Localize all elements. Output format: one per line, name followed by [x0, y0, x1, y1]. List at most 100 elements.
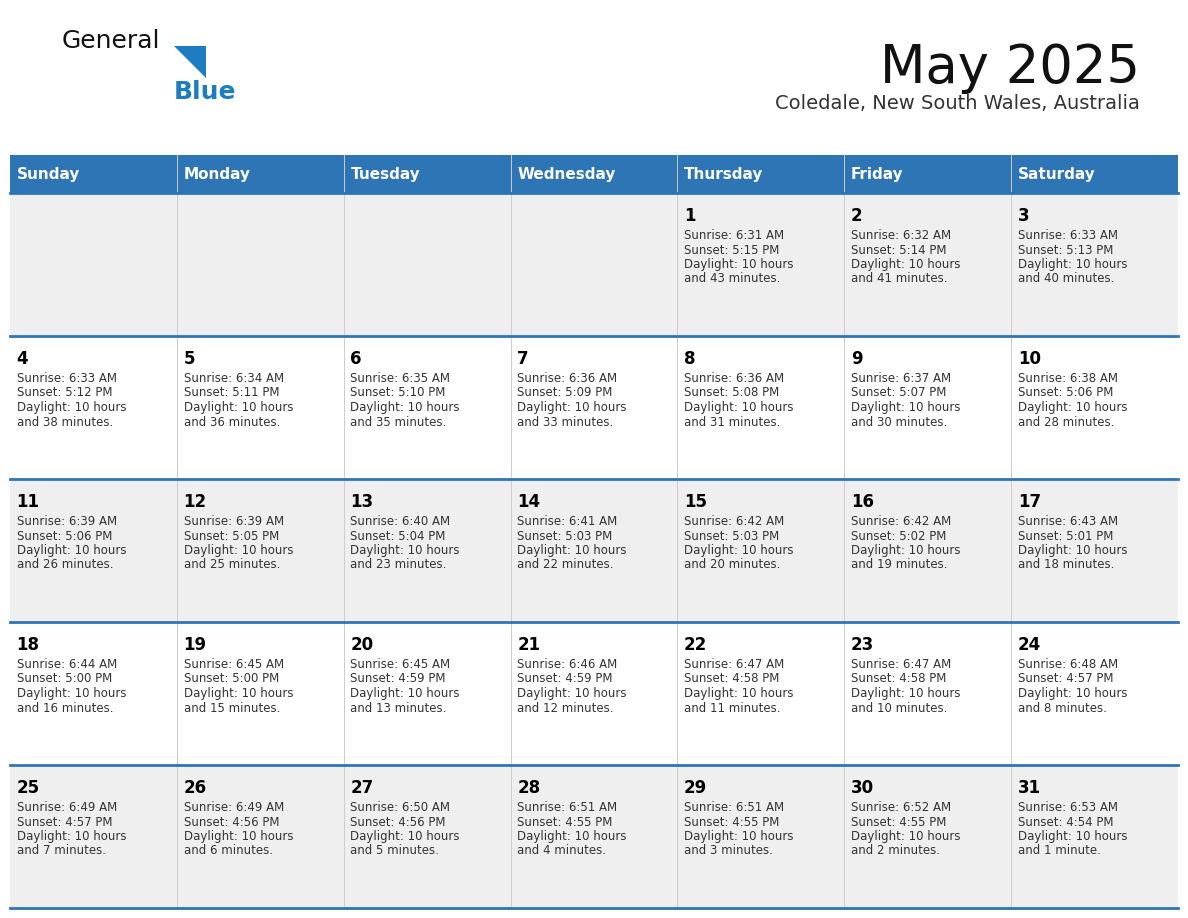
- Text: Daylight: 10 hours: Daylight: 10 hours: [183, 544, 293, 557]
- Text: Sunrise: 6:36 AM: Sunrise: 6:36 AM: [517, 372, 618, 385]
- Text: Sunset: 5:11 PM: Sunset: 5:11 PM: [183, 386, 279, 399]
- Text: 26: 26: [183, 779, 207, 797]
- Text: Daylight: 10 hours: Daylight: 10 hours: [851, 544, 960, 557]
- Text: Sunrise: 6:34 AM: Sunrise: 6:34 AM: [183, 372, 284, 385]
- Text: Sunset: 4:59 PM: Sunset: 4:59 PM: [517, 673, 613, 686]
- Text: Daylight: 10 hours: Daylight: 10 hours: [517, 830, 627, 843]
- Text: Sunset: 4:59 PM: Sunset: 4:59 PM: [350, 673, 446, 686]
- Text: Sunset: 4:55 PM: Sunset: 4:55 PM: [684, 815, 779, 829]
- Text: and 38 minutes.: and 38 minutes.: [17, 416, 113, 429]
- Text: 19: 19: [183, 636, 207, 654]
- Text: and 40 minutes.: and 40 minutes.: [1018, 273, 1114, 285]
- Text: Daylight: 10 hours: Daylight: 10 hours: [684, 258, 794, 271]
- Text: Daylight: 10 hours: Daylight: 10 hours: [517, 687, 627, 700]
- Text: Coledale, New South Wales, Australia: Coledale, New South Wales, Australia: [775, 94, 1140, 113]
- Text: Sunrise: 6:43 AM: Sunrise: 6:43 AM: [1018, 515, 1118, 528]
- Text: Sunset: 5:12 PM: Sunset: 5:12 PM: [17, 386, 112, 399]
- Text: 5: 5: [183, 350, 195, 368]
- Text: Daylight: 10 hours: Daylight: 10 hours: [1018, 687, 1127, 700]
- Text: 30: 30: [851, 779, 874, 797]
- Text: Sunrise: 6:36 AM: Sunrise: 6:36 AM: [684, 372, 784, 385]
- Text: 29: 29: [684, 779, 707, 797]
- Text: and 11 minutes.: and 11 minutes.: [684, 701, 781, 714]
- Text: Sunset: 4:56 PM: Sunset: 4:56 PM: [350, 815, 446, 829]
- Text: Daylight: 10 hours: Daylight: 10 hours: [350, 401, 460, 414]
- Text: Sunrise: 6:33 AM: Sunrise: 6:33 AM: [17, 372, 116, 385]
- Text: 2: 2: [851, 207, 862, 225]
- Text: Daylight: 10 hours: Daylight: 10 hours: [1018, 830, 1127, 843]
- Text: Sunset: 4:56 PM: Sunset: 4:56 PM: [183, 815, 279, 829]
- Text: 8: 8: [684, 350, 696, 368]
- Text: and 30 minutes.: and 30 minutes.: [851, 416, 947, 429]
- Text: 16: 16: [851, 493, 874, 511]
- Text: Daylight: 10 hours: Daylight: 10 hours: [851, 830, 960, 843]
- Text: and 4 minutes.: and 4 minutes.: [517, 845, 606, 857]
- Text: Daylight: 10 hours: Daylight: 10 hours: [684, 687, 794, 700]
- Text: Sunset: 5:08 PM: Sunset: 5:08 PM: [684, 386, 779, 399]
- Text: Sunset: 5:09 PM: Sunset: 5:09 PM: [517, 386, 613, 399]
- Text: and 8 minutes.: and 8 minutes.: [1018, 701, 1107, 714]
- Text: Sunrise: 6:37 AM: Sunrise: 6:37 AM: [851, 372, 952, 385]
- Text: Sunset: 5:10 PM: Sunset: 5:10 PM: [350, 386, 446, 399]
- Text: Sunrise: 6:51 AM: Sunrise: 6:51 AM: [684, 801, 784, 814]
- Text: Daylight: 10 hours: Daylight: 10 hours: [183, 830, 293, 843]
- Text: Sunrise: 6:47 AM: Sunrise: 6:47 AM: [851, 658, 952, 671]
- Text: and 31 minutes.: and 31 minutes.: [684, 416, 781, 429]
- Text: Daylight: 10 hours: Daylight: 10 hours: [1018, 544, 1127, 557]
- Text: 25: 25: [17, 779, 40, 797]
- Text: 31: 31: [1018, 779, 1041, 797]
- Text: Sunrise: 6:49 AM: Sunrise: 6:49 AM: [183, 801, 284, 814]
- Text: Sunrise: 6:47 AM: Sunrise: 6:47 AM: [684, 658, 784, 671]
- Text: and 41 minutes.: and 41 minutes.: [851, 273, 948, 285]
- Text: and 7 minutes.: and 7 minutes.: [17, 845, 106, 857]
- Text: Daylight: 10 hours: Daylight: 10 hours: [17, 830, 126, 843]
- Text: Sunrise: 6:31 AM: Sunrise: 6:31 AM: [684, 229, 784, 242]
- Text: Sunrise: 6:51 AM: Sunrise: 6:51 AM: [517, 801, 618, 814]
- Text: 21: 21: [517, 636, 541, 654]
- Text: 9: 9: [851, 350, 862, 368]
- Text: and 3 minutes.: and 3 minutes.: [684, 845, 773, 857]
- Text: 12: 12: [183, 493, 207, 511]
- Bar: [10, 479, 1178, 622]
- Text: 24: 24: [1018, 636, 1041, 654]
- Text: and 23 minutes.: and 23 minutes.: [350, 558, 447, 572]
- Text: Sunset: 4:58 PM: Sunset: 4:58 PM: [684, 673, 779, 686]
- Text: Blue: Blue: [173, 80, 236, 104]
- Text: Daylight: 10 hours: Daylight: 10 hours: [183, 401, 293, 414]
- Text: Sunset: 4:58 PM: Sunset: 4:58 PM: [851, 673, 947, 686]
- Text: Daylight: 10 hours: Daylight: 10 hours: [350, 687, 460, 700]
- Text: General: General: [62, 29, 160, 53]
- Text: and 22 minutes.: and 22 minutes.: [517, 558, 614, 572]
- Text: Daylight: 10 hours: Daylight: 10 hours: [1018, 401, 1127, 414]
- Text: Sunset: 5:07 PM: Sunset: 5:07 PM: [851, 386, 947, 399]
- Text: Sunset: 5:06 PM: Sunset: 5:06 PM: [17, 530, 112, 543]
- Text: Sunrise: 6:38 AM: Sunrise: 6:38 AM: [1018, 372, 1118, 385]
- Text: Friday: Friday: [851, 166, 904, 182]
- Text: Monday: Monday: [183, 166, 251, 182]
- Bar: [10, 336, 1178, 479]
- Text: 7: 7: [517, 350, 529, 368]
- Text: Saturday: Saturday: [1018, 166, 1095, 182]
- Text: Sunrise: 6:32 AM: Sunrise: 6:32 AM: [851, 229, 952, 242]
- Text: Sunrise: 6:45 AM: Sunrise: 6:45 AM: [350, 658, 450, 671]
- Text: 18: 18: [17, 636, 39, 654]
- Text: Daylight: 10 hours: Daylight: 10 hours: [851, 687, 960, 700]
- Text: 20: 20: [350, 636, 373, 654]
- Bar: [10, 193, 1178, 336]
- Text: and 18 minutes.: and 18 minutes.: [1018, 558, 1114, 572]
- Text: 13: 13: [350, 493, 373, 511]
- Text: and 10 minutes.: and 10 minutes.: [851, 701, 947, 714]
- Text: Sunrise: 6:46 AM: Sunrise: 6:46 AM: [517, 658, 618, 671]
- Text: Daylight: 10 hours: Daylight: 10 hours: [684, 401, 794, 414]
- Text: and 33 minutes.: and 33 minutes.: [517, 416, 613, 429]
- Text: Daylight: 10 hours: Daylight: 10 hours: [183, 687, 293, 700]
- Text: and 25 minutes.: and 25 minutes.: [183, 558, 280, 572]
- Text: Sunrise: 6:35 AM: Sunrise: 6:35 AM: [350, 372, 450, 385]
- Text: Sunrise: 6:44 AM: Sunrise: 6:44 AM: [17, 658, 116, 671]
- Text: Sunset: 5:03 PM: Sunset: 5:03 PM: [517, 530, 613, 543]
- Text: Sunset: 5:06 PM: Sunset: 5:06 PM: [1018, 386, 1113, 399]
- Text: 27: 27: [350, 779, 374, 797]
- Text: 11: 11: [17, 493, 39, 511]
- Text: Daylight: 10 hours: Daylight: 10 hours: [17, 544, 126, 557]
- Text: Sunrise: 6:49 AM: Sunrise: 6:49 AM: [17, 801, 116, 814]
